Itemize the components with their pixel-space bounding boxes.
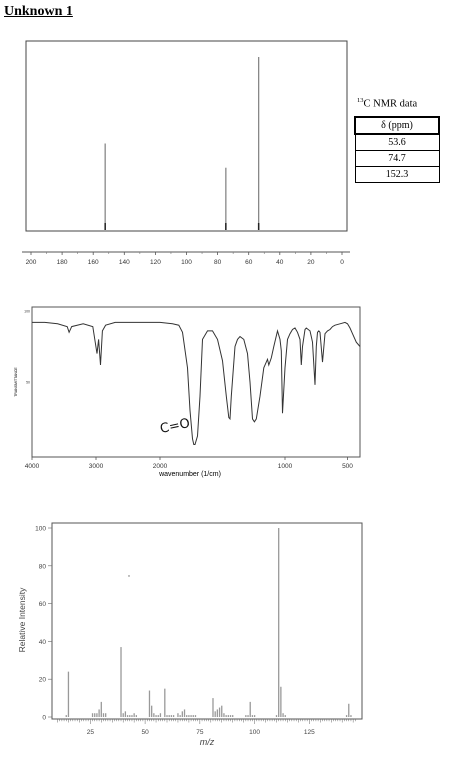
nmr-tick-label: 120	[150, 259, 161, 266]
ms-ticks: 25 50 75 100 125 0 20 40 60 80 100	[35, 526, 356, 736]
ms-y-tick-label: 80	[39, 563, 47, 570]
nmr-peaks	[104, 57, 260, 230]
nmr-tick-label: 20	[307, 259, 315, 266]
ms-plot-frame	[51, 522, 363, 720]
ir-x-tick-label: 2000	[153, 463, 168, 470]
nmr-shift-cell: 152.3	[354, 166, 440, 183]
ir-y-tick-label: 50	[26, 381, 30, 385]
nmr-table-header: δ (ppm)	[354, 116, 440, 135]
ir-y-tick-label: 100	[24, 310, 30, 314]
nmr-table-caption: 13C NMR data	[357, 97, 417, 110]
nmr-tick-label: 140	[119, 259, 130, 266]
nmr-tick-label: 100	[181, 259, 192, 266]
nmr-tick-label: 0	[340, 259, 344, 266]
ms-x-tick-label: 100	[249, 729, 260, 736]
nmr-tick-label: 200	[26, 259, 37, 266]
ms-y-tick-label: 0	[42, 715, 46, 722]
ms-x-tick-label: 50	[141, 729, 149, 736]
nmr-isotope-superscript: 13	[357, 97, 364, 104]
ir-y-axis-label: TRANSMITTANCE	[14, 367, 18, 397]
page-title: Unknown 1	[4, 4, 73, 19]
ms-x-axis-label: m/z	[200, 737, 215, 747]
nmr-plot-frame	[25, 40, 348, 232]
ir-x-tick-label: 500	[342, 463, 353, 470]
nmr-data-table: δ (ppm) 53.6 74.7 152.3	[354, 116, 440, 183]
nmr-tick-label: 180	[57, 259, 68, 266]
ir-x-tick-label: 3000	[89, 463, 104, 470]
ir-carbonyl-annotation: C=O	[159, 416, 192, 437]
ms-y-tick-label: 40	[39, 639, 47, 646]
ms-x-tick-label: 125	[304, 729, 315, 736]
ms-x-tick-label: 25	[87, 729, 95, 736]
nmr-tick-label: 40	[276, 259, 284, 266]
ms-y-tick-label: 20	[39, 677, 47, 684]
ir-ticks: 4000 3000 2000 1000 500 100 50	[24, 310, 353, 471]
nmr-caption-text: C NMR data	[363, 98, 418, 110]
ir-x-axis-label: wavenumber (1/cm)	[158, 471, 221, 478]
ir-x-tick-label: 1000	[278, 463, 293, 470]
ms-y-tick-label: 60	[39, 601, 47, 608]
nmr-x-ticks: 200 180 160 140 120 100 80 60 40 20 0	[26, 252, 344, 266]
nmr-tick-label: 60	[245, 259, 253, 266]
ms-bars	[65, 528, 352, 717]
ir-plot-frame	[31, 306, 361, 458]
ir-x-tick-label: 4000	[25, 463, 40, 470]
nmr-tick-label: 160	[88, 259, 99, 266]
ms-stray-dot	[128, 575, 130, 577]
ms-y-axis-label: Relative Intensity	[17, 587, 27, 652]
ms-x-tick-label: 75	[196, 729, 204, 736]
nmr-tick-label: 80	[214, 259, 222, 266]
ms-y-tick-label: 100	[35, 526, 46, 533]
ir-spectrum-line	[32, 321, 361, 445]
